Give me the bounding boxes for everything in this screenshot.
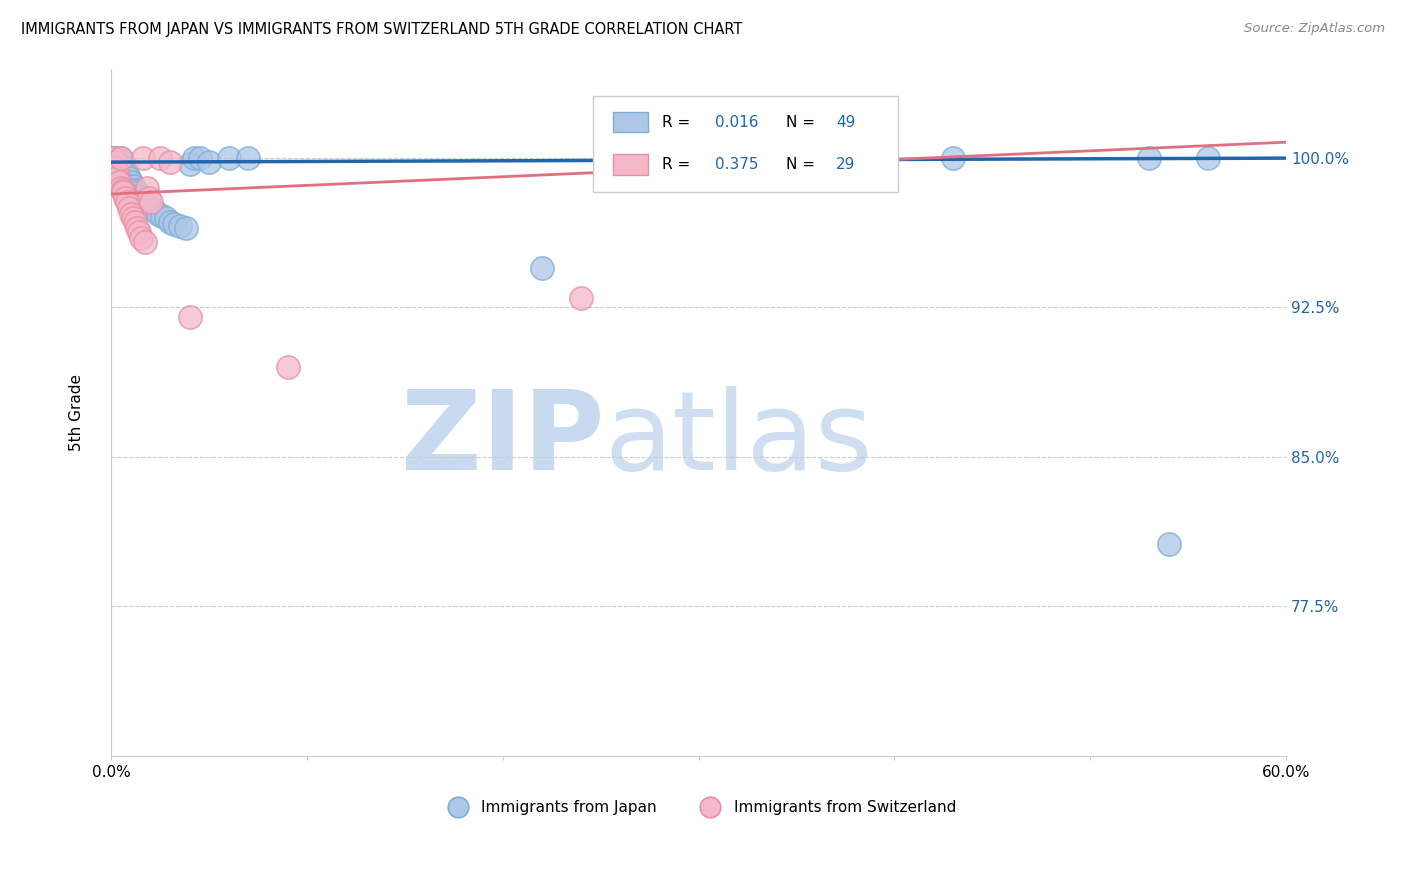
Point	[120, 189, 142, 203]
Point	[134, 194, 156, 209]
Point	[112, 183, 135, 197]
Point	[218, 151, 240, 165]
Point	[118, 171, 141, 186]
Point	[118, 186, 141, 201]
Point	[104, 151, 127, 165]
Point	[138, 199, 160, 213]
Point	[132, 193, 155, 207]
Text: 5th Grade: 5th Grade	[69, 374, 84, 450]
Point	[143, 202, 166, 217]
Point	[125, 220, 148, 235]
Text: N =: N =	[786, 114, 820, 129]
Point	[1157, 537, 1180, 551]
Point	[105, 161, 128, 175]
Text: 0.016: 0.016	[716, 114, 759, 129]
Text: 49: 49	[837, 114, 855, 129]
Point	[104, 155, 127, 169]
Point	[198, 155, 221, 169]
Point	[122, 211, 145, 225]
Point	[139, 201, 162, 215]
Point	[149, 151, 172, 165]
Point	[108, 171, 131, 186]
Point	[115, 194, 138, 209]
Point	[277, 360, 299, 375]
Text: ZIP: ZIP	[401, 386, 605, 493]
Point	[688, 155, 710, 169]
Point	[179, 310, 201, 325]
Point	[159, 155, 181, 169]
Point	[1197, 151, 1219, 165]
Point	[124, 215, 146, 229]
Point	[569, 291, 592, 305]
Point	[105, 157, 128, 171]
Point	[114, 183, 136, 197]
Point	[104, 155, 127, 169]
Point	[128, 189, 150, 203]
Point	[155, 211, 177, 225]
Point	[138, 191, 160, 205]
Point	[183, 151, 205, 165]
Point	[135, 181, 157, 195]
Point	[114, 191, 136, 205]
Point	[128, 225, 150, 239]
Point	[129, 231, 152, 245]
Text: IMMIGRANTS FROM JAPAN VS IMMIGRANTS FROM SWITZERLAND 5TH GRADE CORRELATION CHART: IMMIGRANTS FROM JAPAN VS IMMIGRANTS FROM…	[21, 22, 742, 37]
Point	[108, 165, 131, 179]
Point	[112, 181, 135, 195]
Text: 0.375: 0.375	[716, 157, 759, 172]
Point	[105, 165, 128, 179]
Point	[122, 179, 145, 194]
FancyBboxPatch shape	[593, 96, 898, 192]
Point	[110, 151, 132, 165]
Point	[132, 151, 155, 165]
Text: Source: ZipAtlas.com: Source: ZipAtlas.com	[1244, 22, 1385, 36]
Point	[103, 151, 125, 165]
Text: Immigrants from Japan: Immigrants from Japan	[481, 799, 657, 814]
Point	[139, 194, 162, 209]
Point	[115, 185, 138, 199]
Point	[125, 185, 148, 199]
Point	[114, 161, 136, 175]
Point	[104, 161, 127, 175]
Point	[110, 151, 132, 165]
Point	[150, 209, 173, 223]
Point	[110, 175, 132, 189]
Point	[103, 151, 125, 165]
Point	[135, 197, 157, 211]
Text: 29: 29	[837, 157, 855, 172]
Point	[110, 181, 132, 195]
Point	[129, 191, 152, 205]
Point	[174, 220, 197, 235]
FancyBboxPatch shape	[613, 112, 648, 132]
Point	[120, 207, 142, 221]
Point	[163, 217, 186, 231]
Point	[108, 175, 131, 189]
Text: atlas: atlas	[605, 386, 873, 493]
Point	[112, 185, 135, 199]
Point	[238, 151, 260, 165]
Point	[179, 157, 201, 171]
FancyBboxPatch shape	[613, 154, 648, 175]
Point	[148, 207, 170, 221]
Text: R =: R =	[662, 114, 696, 129]
Point	[120, 175, 142, 189]
Text: R =: R =	[662, 157, 696, 172]
Point	[169, 219, 191, 233]
Point	[1137, 151, 1160, 165]
Point	[124, 183, 146, 197]
Point	[105, 171, 128, 186]
Point	[942, 151, 965, 165]
Point	[118, 201, 141, 215]
Point	[188, 151, 211, 165]
Text: N =: N =	[786, 157, 820, 172]
Text: Immigrants from Switzerland: Immigrants from Switzerland	[734, 799, 956, 814]
Point	[115, 167, 138, 181]
Point	[112, 155, 135, 169]
Point	[159, 215, 181, 229]
Point	[531, 260, 554, 275]
Point	[134, 235, 156, 249]
